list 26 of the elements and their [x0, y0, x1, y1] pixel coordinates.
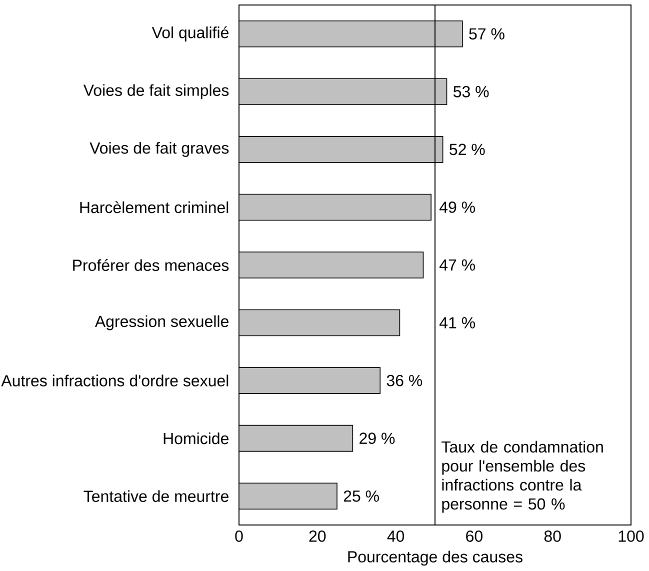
data-label: 41 %	[439, 317, 475, 328]
data-label: 53 %	[453, 86, 489, 98]
y-tick-label: Homicide	[164, 432, 228, 444]
y-tick-label: Tentative de meurtre	[84, 490, 228, 502]
data-label: 52 %	[450, 144, 485, 156]
y-tick-label: Harcèlement criminel	[80, 201, 228, 214]
y-tick-label: Agression sexuelle	[94, 315, 228, 330]
y-tick-label: Autres infractions d'ordre sexuel	[1, 374, 228, 386]
data-label: 57 %	[469, 28, 504, 40]
ref-line-label: Taux de condamnation pour l'ensemble des infractions contre la personne = 50 %	[442, 440, 603, 513]
x-tick-label: 40	[387, 530, 404, 542]
data-label: 49 %	[439, 202, 475, 213]
x-tick-label: 60	[466, 530, 482, 542]
data-label: 36 %	[386, 374, 422, 386]
x-axis-title: Pourcentage des causes	[348, 550, 522, 566]
data-label: 29 %	[360, 432, 395, 444]
y-tick-label: Voies de fait graves	[90, 142, 229, 157]
y-tick-label: Vol qualifié	[152, 26, 228, 42]
data-label: 25 %	[344, 490, 379, 502]
x-tick-label: 20	[309, 530, 326, 542]
y-tick-label: Voies de fait simples	[83, 84, 229, 100]
x-tick-label: 80	[544, 530, 561, 542]
x-tick-label: 100	[618, 530, 644, 542]
x-tick-label: 0	[235, 530, 243, 542]
data-label: 47 %	[439, 259, 475, 271]
y-tick-label: Proférer des menaces	[73, 259, 229, 271]
